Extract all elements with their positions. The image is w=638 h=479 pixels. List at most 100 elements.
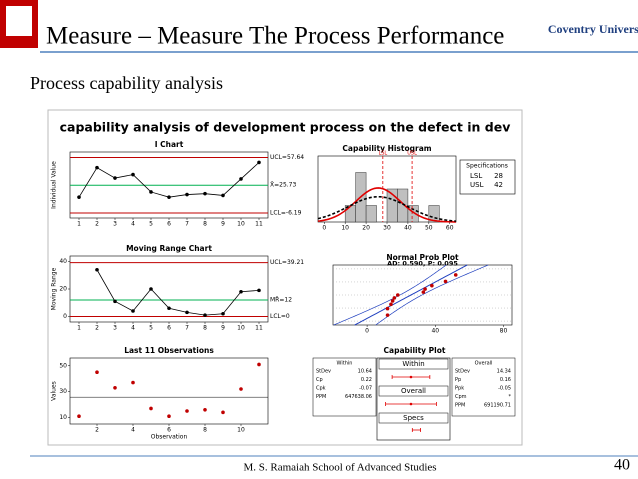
row-label: Within bbox=[402, 360, 424, 368]
data-point bbox=[239, 177, 243, 181]
x-tick-label: 11 bbox=[255, 221, 263, 228]
x-tick-label: 2 bbox=[95, 427, 99, 434]
stat-value: 0.22 bbox=[361, 377, 372, 383]
data-point bbox=[167, 414, 171, 419]
y-axis-label: Values bbox=[51, 381, 58, 401]
logo-left-inner bbox=[6, 6, 32, 36]
data-point bbox=[113, 385, 117, 390]
x-tick-label: 60 bbox=[446, 225, 454, 232]
reference-label: X̄=25.73 bbox=[270, 182, 296, 189]
x-tick-label: 6 bbox=[167, 221, 171, 228]
stat-value: -0.05 bbox=[498, 386, 511, 392]
interval-center bbox=[409, 375, 413, 379]
spec-box bbox=[459, 159, 516, 195]
stat-value: 647638.06 bbox=[345, 394, 372, 400]
data-point bbox=[203, 407, 207, 412]
x-tick-label: 10 bbox=[237, 325, 245, 332]
data-point bbox=[203, 191, 207, 196]
chart-title: Normal Prob Plot bbox=[386, 253, 459, 262]
data-point bbox=[385, 306, 390, 311]
stats-title: Within bbox=[337, 361, 353, 367]
y-axis-label: Individual Value bbox=[51, 161, 58, 209]
x-tick-label: 10 bbox=[237, 427, 245, 434]
data-point bbox=[221, 193, 225, 198]
data-point bbox=[167, 306, 171, 311]
data-point bbox=[77, 195, 81, 199]
reference-label: UCL=57.64 bbox=[270, 154, 304, 161]
row-label: Specs bbox=[403, 414, 424, 422]
spec-label: LSL bbox=[378, 151, 387, 157]
x-tick-label: 7 bbox=[185, 221, 189, 228]
data-point bbox=[149, 406, 153, 411]
spec-value: 28 bbox=[494, 172, 503, 180]
x-tick-label: 0 bbox=[322, 225, 326, 232]
normal-curve bbox=[317, 187, 457, 223]
data-point bbox=[149, 190, 153, 194]
data-point bbox=[185, 192, 189, 197]
data-point bbox=[390, 299, 395, 303]
data-point bbox=[131, 172, 135, 177]
reference-label: LCL=-6.19 bbox=[270, 209, 302, 216]
data-point bbox=[185, 409, 189, 413]
x-tick-label: 5 bbox=[149, 221, 153, 228]
data-point bbox=[95, 165, 99, 170]
chart-title: I Chart bbox=[155, 140, 184, 149]
data-point bbox=[131, 309, 135, 313]
x-tick-label: 5 bbox=[149, 325, 153, 332]
x-tick-label: 9 bbox=[221, 221, 225, 228]
stat-label: PPM bbox=[316, 394, 326, 400]
data-line bbox=[96, 269, 260, 316]
stats-box bbox=[451, 357, 516, 417]
y-tick-label: 10 bbox=[59, 414, 67, 421]
spec-name: USL bbox=[470, 181, 484, 189]
y-tick-label: 0 bbox=[63, 313, 67, 320]
chart-title: Capability Plot bbox=[384, 346, 446, 355]
reference-label: MR̄=12 bbox=[270, 296, 292, 303]
row-label: Overall bbox=[401, 387, 426, 395]
confidence-band bbox=[333, 264, 447, 326]
data-point bbox=[421, 290, 426, 294]
data-point bbox=[95, 267, 99, 272]
footer-text: M. S. Ramaiah School of Advanced Studies bbox=[243, 462, 436, 474]
x-tick-label: 4 bbox=[131, 427, 135, 434]
x-tick-label: 11 bbox=[255, 325, 263, 332]
reference-label: UCL=39.21 bbox=[270, 259, 304, 266]
stat-label: StDev bbox=[455, 369, 470, 375]
x-tick-label: 10 bbox=[237, 221, 245, 228]
x-tick-label: 40 bbox=[404, 225, 412, 232]
data-point bbox=[131, 380, 135, 385]
x-tick-label: 8 bbox=[203, 221, 207, 228]
data-point bbox=[257, 160, 261, 165]
chart-title: Capability Histogram bbox=[342, 144, 431, 153]
stat-value: -0.07 bbox=[359, 386, 372, 392]
data-point bbox=[395, 293, 400, 297]
stat-label: Cpk bbox=[316, 386, 326, 392]
y-axis-label: Moving Range bbox=[51, 267, 58, 310]
y-tick-label: 40 bbox=[59, 258, 67, 265]
y-tick-label: 30 bbox=[59, 388, 67, 395]
data-point bbox=[385, 313, 390, 317]
histogram-bar bbox=[428, 205, 440, 223]
chart-title: Last 11 Observations bbox=[124, 346, 214, 355]
x-tick-label: 6 bbox=[167, 427, 171, 434]
spec-label: USL bbox=[407, 151, 417, 157]
x-tick-label: 4 bbox=[131, 221, 135, 228]
row-header bbox=[378, 385, 449, 397]
confidence-band bbox=[375, 264, 489, 326]
stat-label: Pp bbox=[455, 377, 461, 383]
stat-value: 0.16 bbox=[500, 377, 511, 383]
x-tick-label: 50 bbox=[425, 225, 433, 232]
data-point bbox=[203, 313, 207, 317]
x-tick-label: 1 bbox=[77, 221, 81, 228]
spec-name: LSL bbox=[470, 172, 482, 180]
stats-title: Overall bbox=[475, 361, 493, 367]
data-point bbox=[239, 289, 243, 294]
x-tick-label: 10 bbox=[341, 225, 349, 232]
x-tick-label: 30 bbox=[383, 225, 391, 232]
x-tick-label: 8 bbox=[203, 427, 207, 434]
stat-label: Cp bbox=[316, 377, 323, 383]
x-tick-label: 6 bbox=[167, 325, 171, 332]
stat-value: * bbox=[509, 394, 512, 400]
